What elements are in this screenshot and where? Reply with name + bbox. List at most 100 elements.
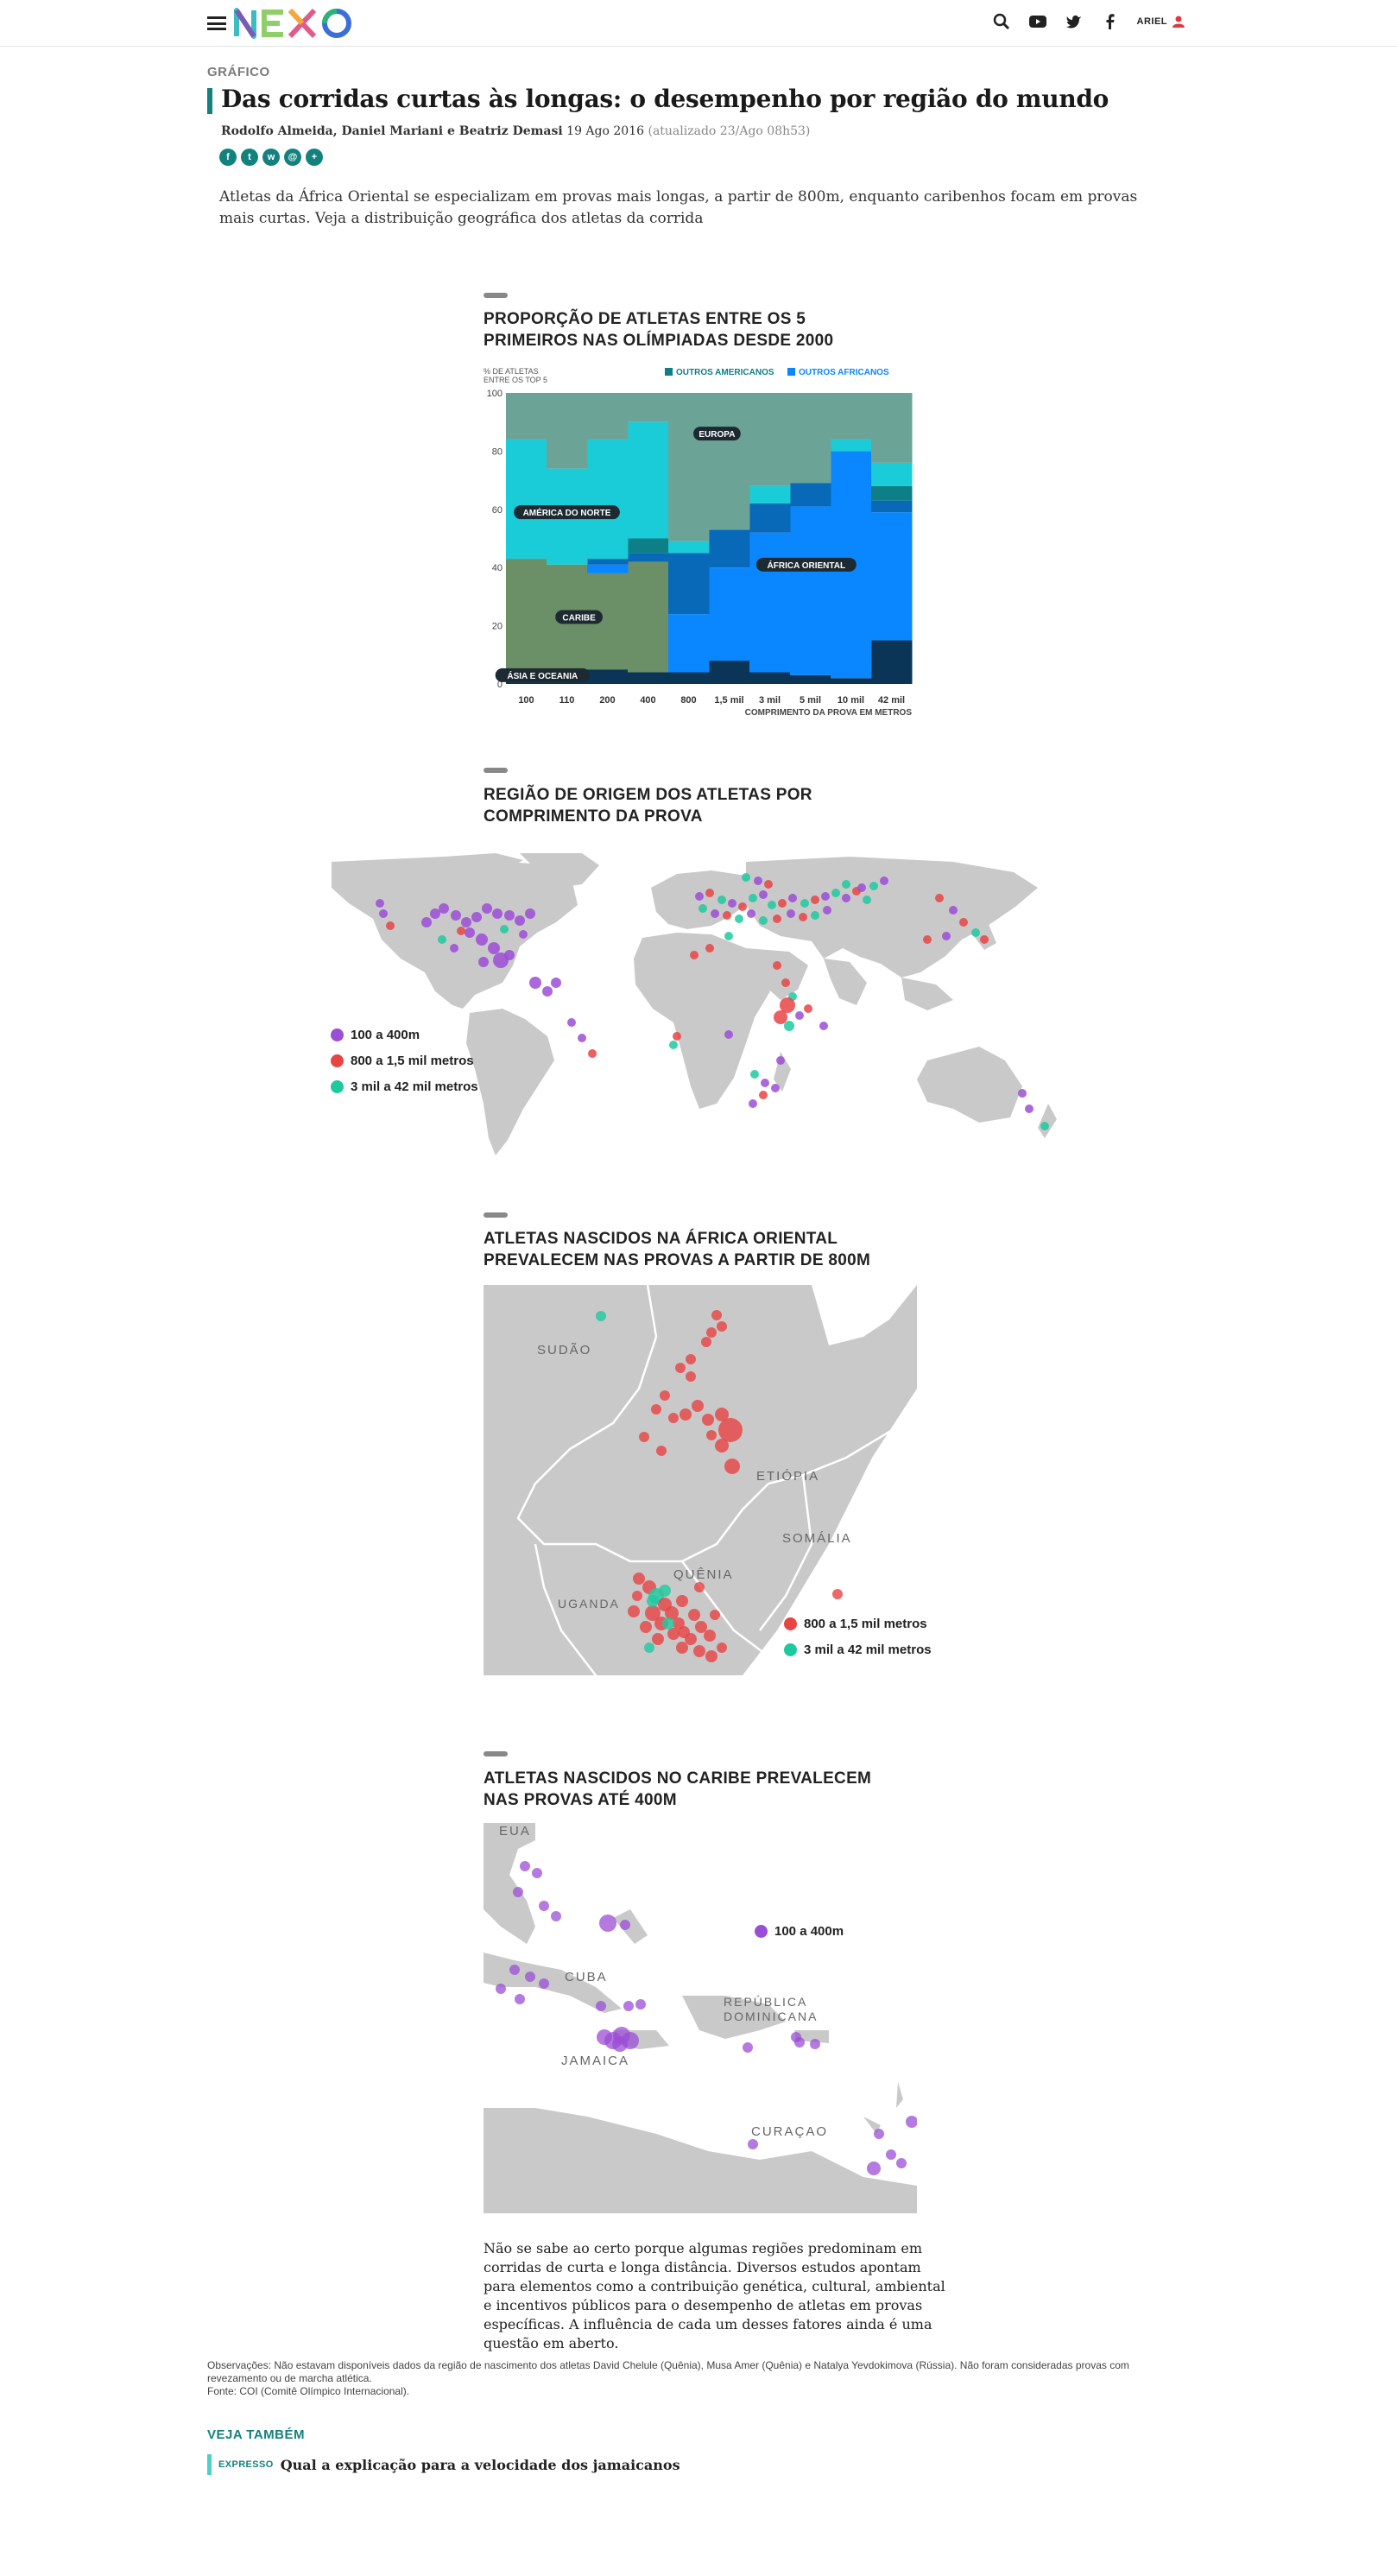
facebook-icon[interactable]	[1101, 12, 1120, 31]
y-axis-label: % DE ATLETAS ENTRE OS TOP 5	[484, 367, 547, 384]
legend-label: OUTROS AFRICANOS	[799, 368, 889, 377]
whatsapp-share-icon[interactable]: w	[262, 149, 280, 166]
athlete-dot	[694, 1582, 705, 1592]
label-quenia: QUÊNIA	[673, 1567, 734, 1582]
more-share-icon[interactable]: +	[306, 149, 323, 166]
athlete-dot	[923, 935, 932, 944]
share-buttons: f t w @ +	[219, 149, 323, 166]
legend-dot	[784, 1643, 797, 1656]
athlete-dot	[451, 910, 461, 921]
x-tick-label: 10 mil	[838, 695, 864, 706]
athlete-dot	[768, 901, 776, 909]
updated-date: (atualizado 23/Ago 08h53)	[648, 124, 811, 138]
legend-label: 100 a 400m	[774, 1924, 844, 1939]
x-tick-label: 100	[518, 695, 534, 706]
athlete-dot	[724, 1030, 733, 1039]
athlete-dot	[959, 918, 968, 927]
email-share-icon[interactable]: @	[284, 149, 301, 166]
athlete-dot	[761, 1079, 769, 1087]
twitter-share-icon[interactable]: t	[241, 149, 258, 166]
athlete-dot	[735, 915, 743, 923]
athlete-dot	[717, 1321, 727, 1332]
athlete-dot	[693, 1645, 705, 1657]
related-tag: EXPRESSO	[218, 2459, 274, 2470]
athlete-dot	[500, 925, 509, 934]
athlete-dot	[863, 896, 871, 904]
athlete-dot	[620, 1920, 630, 1930]
y-tick-label: 100	[487, 389, 503, 399]
athlete-dot	[421, 917, 432, 927]
menu-icon[interactable]	[207, 16, 226, 30]
athlete-dot	[515, 915, 525, 926]
athlete-dot	[874, 2129, 884, 2139]
athlete-dot	[778, 899, 787, 908]
athlete-dot	[660, 1390, 670, 1401]
athlete-dot	[695, 892, 704, 901]
x-tick-label: 800	[680, 695, 696, 706]
area-segment	[831, 393, 872, 440]
athlete-dot	[685, 1633, 697, 1645]
athlete-dot	[787, 909, 795, 918]
athlete-dot	[471, 912, 482, 922]
athlete-dot	[971, 928, 980, 937]
athlete-dot	[704, 1630, 716, 1642]
area-segment	[628, 672, 669, 684]
athlete-dot	[706, 1430, 717, 1440]
athlete-dot	[612, 2036, 628, 2052]
twitter-icon[interactable]	[1065, 12, 1084, 31]
search-icon[interactable]	[992, 12, 1011, 31]
athlete-dot	[645, 1605, 661, 1621]
svg-text:ÁSIA E OCEANIA: ÁSIA E OCEANIA	[507, 670, 578, 681]
athlete-dot	[567, 1018, 576, 1027]
athlete-dot	[880, 877, 888, 885]
athlete-dot	[749, 1099, 757, 1108]
area-segment	[871, 640, 913, 684]
athlete-dot	[842, 894, 850, 902]
user-icon	[1173, 16, 1185, 28]
area-segment	[871, 500, 913, 513]
athlete-dot	[628, 1605, 640, 1617]
athlete-dot	[738, 902, 747, 911]
area-segment	[749, 503, 791, 533]
related-title[interactable]: Qual a explicação para a velocidade dos …	[280, 2456, 680, 2473]
title-accent-bar	[207, 88, 212, 114]
area-segment	[709, 567, 750, 661]
athlete-dot	[788, 894, 797, 902]
athlete-dot	[686, 1354, 696, 1364]
athlete-dot	[715, 1408, 729, 1421]
area-segment	[628, 538, 669, 554]
athlete-dot	[706, 1327, 717, 1338]
athlete-dot	[799, 913, 807, 921]
legend-dot	[331, 1054, 344, 1067]
article-lede: Atletas da África Oriental se especializ…	[219, 188, 1138, 227]
athlete-dot	[665, 1606, 679, 1620]
authors[interactable]: Rodolfo Almeida, Daniel Mariani e Beatri…	[221, 124, 563, 138]
user-menu[interactable]: ARIEL	[1137, 16, 1185, 28]
facebook-share-icon[interactable]: f	[219, 149, 237, 166]
area-segment	[709, 393, 750, 530]
athlete-dot	[532, 1868, 542, 1878]
region-tag: EUROPA	[693, 427, 741, 441]
legend-dot	[331, 1029, 344, 1041]
athlete-dot	[686, 1371, 696, 1382]
youtube-icon[interactable]	[1028, 12, 1047, 31]
athlete-dot	[539, 1978, 549, 1989]
athlete-dot	[1018, 1089, 1027, 1098]
related-article-link[interactable]: EXPRESSO Qual a explicação para a veloci…	[207, 2454, 680, 2475]
nexo-logo[interactable]	[233, 5, 371, 41]
notes-observations: Observações: Não estavam disponíveis dad…	[207, 2359, 1129, 2384]
label-etiopia: ETIÓPIA	[756, 1469, 819, 1484]
area-segment	[831, 678, 872, 684]
area-segment	[668, 393, 710, 541]
athlete-dot	[588, 1049, 597, 1058]
section-divider	[484, 1212, 508, 1218]
athlete-dot	[492, 908, 503, 919]
article-notes: Observações: Não estavam disponíveis dad…	[207, 2359, 1192, 2398]
legend-long-races: 3 mil a 42 mil metros	[784, 1642, 932, 1657]
athlete-dot	[578, 1034, 586, 1042]
athlete-dot	[857, 883, 866, 892]
athlete-dot	[675, 1363, 686, 1373]
svg-text:CARIBE: CARIBE	[562, 613, 596, 623]
athlete-dot	[773, 915, 781, 923]
athlete-dot	[949, 906, 958, 915]
